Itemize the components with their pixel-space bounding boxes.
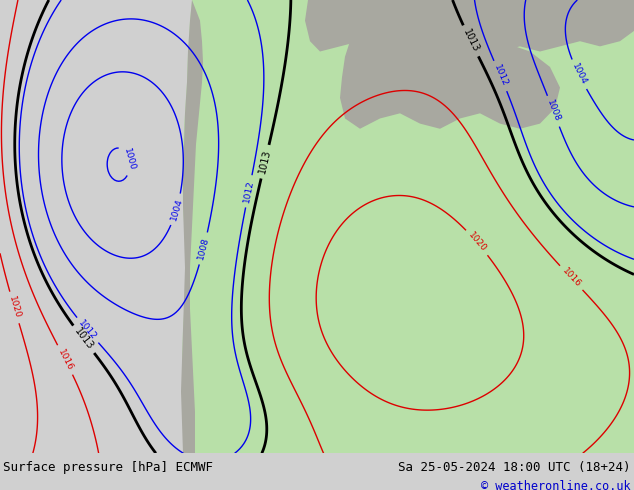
Text: 1013: 1013 <box>461 28 481 54</box>
Text: 1012: 1012 <box>77 318 98 342</box>
Text: Surface pressure [hPa] ECMWF: Surface pressure [hPa] ECMWF <box>3 461 213 474</box>
Polygon shape <box>182 0 634 453</box>
Text: 1000: 1000 <box>122 147 136 172</box>
Polygon shape <box>181 0 203 453</box>
Text: 1008: 1008 <box>545 99 562 123</box>
Text: 1012: 1012 <box>242 179 256 203</box>
Text: 1004: 1004 <box>570 62 588 87</box>
Text: 1020: 1020 <box>466 231 488 254</box>
Text: 1013: 1013 <box>72 327 95 352</box>
Text: 1020: 1020 <box>7 295 22 319</box>
Text: 1008: 1008 <box>197 236 210 261</box>
Text: 1013: 1013 <box>257 148 273 175</box>
Polygon shape <box>305 0 634 51</box>
Text: 1012: 1012 <box>492 64 509 88</box>
Text: Sa 25-05-2024 18:00 UTC (18+24): Sa 25-05-2024 18:00 UTC (18+24) <box>398 461 631 474</box>
Text: 1016: 1016 <box>560 267 583 290</box>
Polygon shape <box>340 26 560 129</box>
Text: 1016: 1016 <box>56 347 74 372</box>
Text: 1004: 1004 <box>169 197 184 222</box>
Text: © weatheronline.co.uk: © weatheronline.co.uk <box>481 480 631 490</box>
